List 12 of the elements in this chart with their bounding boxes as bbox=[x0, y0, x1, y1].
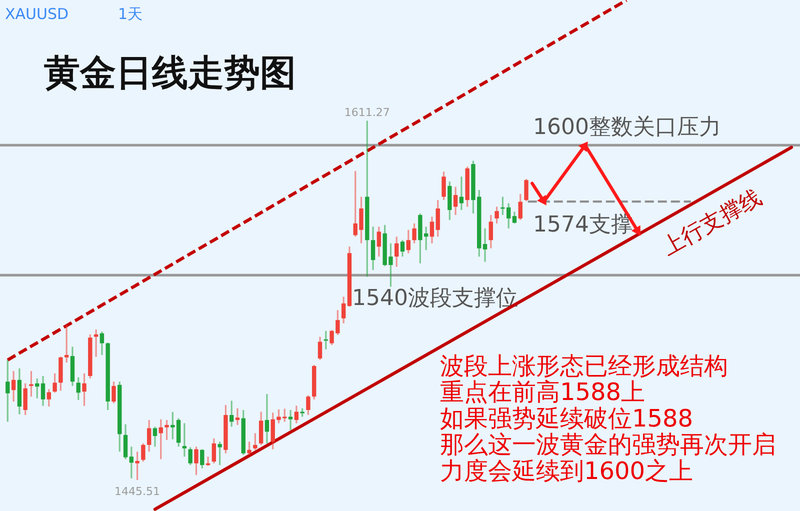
annotation: 重点在前高1588上 bbox=[440, 378, 646, 406]
annotation: 那么这一波黄金的强势再次开启 bbox=[440, 430, 776, 459]
text: 上行支撑线 bbox=[658, 185, 766, 261]
ref-line-label: 1600整数关口压力 bbox=[533, 115, 721, 140]
annotation: XAUUSD bbox=[5, 5, 69, 23]
annotation: 如果强势延续破位1588 bbox=[440, 404, 694, 432]
annotation: 1445.51 bbox=[114, 484, 160, 498]
annotation: 1611.27 bbox=[344, 106, 390, 119]
annotation: 力度会延续到1600之上 bbox=[440, 456, 694, 485]
annotation: 波段上涨形态已经形成结构 bbox=[440, 352, 728, 380]
annotation: 1天 bbox=[118, 5, 143, 23]
text: 黄金日线走势图 bbox=[44, 53, 296, 94]
